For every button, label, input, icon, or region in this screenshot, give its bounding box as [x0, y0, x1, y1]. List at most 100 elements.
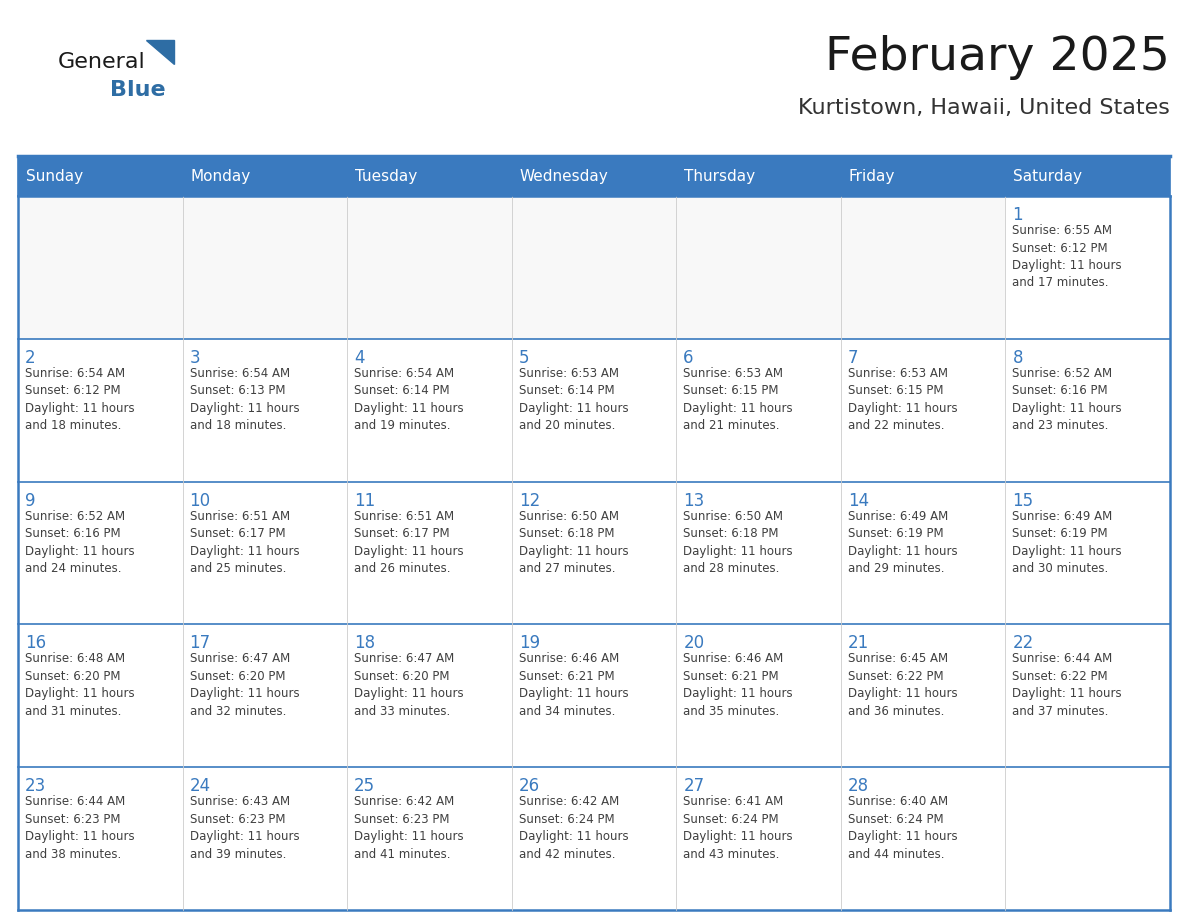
Text: Sunrise: 6:47 AM
Sunset: 6:20 PM
Daylight: 11 hours
and 32 minutes.: Sunrise: 6:47 AM Sunset: 6:20 PM Dayligh…	[190, 653, 299, 718]
Bar	[347, 158, 512, 196]
Text: 1: 1	[1012, 206, 1023, 224]
Text: Sunrise: 6:50 AM
Sunset: 6:18 PM
Daylight: 11 hours
and 27 minutes.: Sunrise: 6:50 AM Sunset: 6:18 PM Dayligh…	[519, 509, 628, 575]
Text: February 2025: February 2025	[826, 36, 1170, 81]
Bar	[841, 767, 1005, 910]
Text: Sunrise: 6:47 AM
Sunset: 6:20 PM
Daylight: 11 hours
and 33 minutes.: Sunrise: 6:47 AM Sunset: 6:20 PM Dayligh…	[354, 653, 463, 718]
Bar	[676, 482, 841, 624]
Bar	[676, 624, 841, 767]
Text: 13: 13	[683, 492, 704, 509]
Text: Sunrise: 6:44 AM
Sunset: 6:23 PM
Daylight: 11 hours
and 38 minutes.: Sunrise: 6:44 AM Sunset: 6:23 PM Dayligh…	[25, 795, 134, 861]
Bar	[512, 158, 676, 196]
Text: Sunrise: 6:54 AM
Sunset: 6:13 PM
Daylight: 11 hours
and 18 minutes.: Sunrise: 6:54 AM Sunset: 6:13 PM Dayligh…	[190, 367, 299, 432]
Text: Sunrise: 6:54 AM
Sunset: 6:14 PM
Daylight: 11 hours
and 19 minutes.: Sunrise: 6:54 AM Sunset: 6:14 PM Dayligh…	[354, 367, 463, 432]
Text: 8: 8	[1012, 349, 1023, 367]
Bar	[1005, 339, 1170, 482]
Text: Sunrise: 6:48 AM
Sunset: 6:20 PM
Daylight: 11 hours
and 31 minutes.: Sunrise: 6:48 AM Sunset: 6:20 PM Dayligh…	[25, 653, 134, 718]
Text: 7: 7	[848, 349, 859, 367]
Text: Sunrise: 6:55 AM
Sunset: 6:12 PM
Daylight: 11 hours
and 17 minutes.: Sunrise: 6:55 AM Sunset: 6:12 PM Dayligh…	[1012, 224, 1121, 289]
Bar	[183, 196, 347, 339]
Bar	[183, 482, 347, 624]
Text: 10: 10	[190, 492, 210, 509]
Text: 14: 14	[848, 492, 868, 509]
Text: 5: 5	[519, 349, 529, 367]
Text: Sunrise: 6:53 AM
Sunset: 6:14 PM
Daylight: 11 hours
and 20 minutes.: Sunrise: 6:53 AM Sunset: 6:14 PM Dayligh…	[519, 367, 628, 432]
Text: 17: 17	[190, 634, 210, 653]
Text: 19: 19	[519, 634, 539, 653]
Text: Sunrise: 6:43 AM
Sunset: 6:23 PM
Daylight: 11 hours
and 39 minutes.: Sunrise: 6:43 AM Sunset: 6:23 PM Dayligh…	[190, 795, 299, 861]
Text: Sunrise: 6:54 AM
Sunset: 6:12 PM
Daylight: 11 hours
and 18 minutes.: Sunrise: 6:54 AM Sunset: 6:12 PM Dayligh…	[25, 367, 134, 432]
Text: Sunrise: 6:53 AM
Sunset: 6:15 PM
Daylight: 11 hours
and 22 minutes.: Sunrise: 6:53 AM Sunset: 6:15 PM Dayligh…	[848, 367, 958, 432]
Text: Sunrise: 6:46 AM
Sunset: 6:21 PM
Daylight: 11 hours
and 35 minutes.: Sunrise: 6:46 AM Sunset: 6:21 PM Dayligh…	[683, 653, 792, 718]
Bar	[1005, 624, 1170, 767]
Text: Sunrise: 6:50 AM
Sunset: 6:18 PM
Daylight: 11 hours
and 28 minutes.: Sunrise: 6:50 AM Sunset: 6:18 PM Dayligh…	[683, 509, 792, 575]
Bar	[18, 196, 183, 339]
Text: 11: 11	[354, 492, 375, 509]
Text: 20: 20	[683, 634, 704, 653]
Bar	[183, 767, 347, 910]
Text: General: General	[58, 52, 146, 72]
Text: Sunrise: 6:46 AM
Sunset: 6:21 PM
Daylight: 11 hours
and 34 minutes.: Sunrise: 6:46 AM Sunset: 6:21 PM Dayligh…	[519, 653, 628, 718]
Bar	[347, 767, 512, 910]
Text: Sunrise: 6:42 AM
Sunset: 6:23 PM
Daylight: 11 hours
and 41 minutes.: Sunrise: 6:42 AM Sunset: 6:23 PM Dayligh…	[354, 795, 463, 861]
Bar	[18, 339, 183, 482]
Text: Sunrise: 6:53 AM
Sunset: 6:15 PM
Daylight: 11 hours
and 21 minutes.: Sunrise: 6:53 AM Sunset: 6:15 PM Dayligh…	[683, 367, 792, 432]
Bar	[1005, 482, 1170, 624]
Text: 27: 27	[683, 778, 704, 795]
Text: Sunrise: 6:51 AM
Sunset: 6:17 PM
Daylight: 11 hours
and 26 minutes.: Sunrise: 6:51 AM Sunset: 6:17 PM Dayligh…	[354, 509, 463, 575]
Text: Sunrise: 6:40 AM
Sunset: 6:24 PM
Daylight: 11 hours
and 44 minutes.: Sunrise: 6:40 AM Sunset: 6:24 PM Dayligh…	[848, 795, 958, 861]
Text: Sunrise: 6:49 AM
Sunset: 6:19 PM
Daylight: 11 hours
and 29 minutes.: Sunrise: 6:49 AM Sunset: 6:19 PM Dayligh…	[848, 509, 958, 575]
Bar	[512, 767, 676, 910]
Text: Sunrise: 6:49 AM
Sunset: 6:19 PM
Daylight: 11 hours
and 30 minutes.: Sunrise: 6:49 AM Sunset: 6:19 PM Dayligh…	[1012, 509, 1121, 575]
Bar	[18, 158, 1170, 196]
Bar	[18, 158, 183, 196]
Text: Kurtistown, Hawaii, United States: Kurtistown, Hawaii, United States	[798, 98, 1170, 118]
Bar	[841, 339, 1005, 482]
Bar	[512, 482, 676, 624]
Text: 24: 24	[190, 778, 210, 795]
Text: Sunrise: 6:52 AM
Sunset: 6:16 PM
Daylight: 11 hours
and 24 minutes.: Sunrise: 6:52 AM Sunset: 6:16 PM Dayligh…	[25, 509, 134, 575]
Text: Sunrise: 6:51 AM
Sunset: 6:17 PM
Daylight: 11 hours
and 25 minutes.: Sunrise: 6:51 AM Sunset: 6:17 PM Dayligh…	[190, 509, 299, 575]
Text: Sunrise: 6:44 AM
Sunset: 6:22 PM
Daylight: 11 hours
and 37 minutes.: Sunrise: 6:44 AM Sunset: 6:22 PM Dayligh…	[1012, 653, 1121, 718]
Text: 15: 15	[1012, 492, 1034, 509]
Text: 6: 6	[683, 349, 694, 367]
Bar	[676, 158, 841, 196]
Bar	[1005, 196, 1170, 339]
Text: 18: 18	[354, 634, 375, 653]
Text: Sunrise: 6:42 AM
Sunset: 6:24 PM
Daylight: 11 hours
and 42 minutes.: Sunrise: 6:42 AM Sunset: 6:24 PM Dayligh…	[519, 795, 628, 861]
Text: Blue: Blue	[110, 80, 165, 100]
Bar	[512, 339, 676, 482]
Text: 28: 28	[848, 778, 868, 795]
Text: Tuesday: Tuesday	[355, 170, 417, 185]
Text: Saturday: Saturday	[1013, 170, 1082, 185]
Bar	[841, 624, 1005, 767]
Bar	[183, 624, 347, 767]
Text: 3: 3	[190, 349, 201, 367]
Text: Sunrise: 6:45 AM
Sunset: 6:22 PM
Daylight: 11 hours
and 36 minutes.: Sunrise: 6:45 AM Sunset: 6:22 PM Dayligh…	[848, 653, 958, 718]
Text: Wednesday: Wednesday	[519, 170, 608, 185]
Text: 23: 23	[25, 778, 46, 795]
Bar	[676, 196, 841, 339]
Bar	[18, 482, 183, 624]
Bar	[841, 158, 1005, 196]
Polygon shape	[146, 40, 173, 64]
Text: Sunrise: 6:52 AM
Sunset: 6:16 PM
Daylight: 11 hours
and 23 minutes.: Sunrise: 6:52 AM Sunset: 6:16 PM Dayligh…	[1012, 367, 1121, 432]
Text: Sunrise: 6:41 AM
Sunset: 6:24 PM
Daylight: 11 hours
and 43 minutes.: Sunrise: 6:41 AM Sunset: 6:24 PM Dayligh…	[683, 795, 792, 861]
Bar	[1005, 767, 1170, 910]
Text: Thursday: Thursday	[684, 170, 756, 185]
Text: 16: 16	[25, 634, 46, 653]
Bar	[676, 339, 841, 482]
Text: 4: 4	[354, 349, 365, 367]
Text: 2: 2	[25, 349, 36, 367]
Text: Sunday: Sunday	[26, 170, 83, 185]
Bar	[512, 196, 676, 339]
Text: 9: 9	[25, 492, 36, 509]
Text: 21: 21	[848, 634, 870, 653]
Text: 22: 22	[1012, 634, 1034, 653]
Bar	[18, 767, 183, 910]
Bar	[841, 196, 1005, 339]
Bar	[347, 339, 512, 482]
Bar	[841, 482, 1005, 624]
Text: 25: 25	[354, 778, 375, 795]
Bar	[183, 158, 347, 196]
Bar	[183, 339, 347, 482]
